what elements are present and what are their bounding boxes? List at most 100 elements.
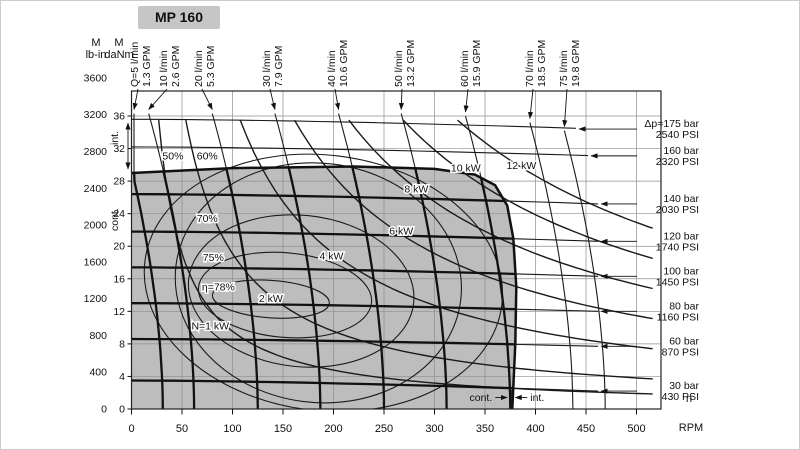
continuous-zone-curves [131, 123, 573, 410]
flow-line-heavy [530, 123, 573, 410]
curves-layer [131, 113, 653, 410]
y-tick-label-danm: 24 [113, 208, 125, 220]
flow-arrow [562, 88, 568, 128]
y-tick-label-lbin: 400 [89, 367, 107, 379]
y-axis-header-lbin: M lb-in [78, 37, 114, 61]
y-tick-label-lbin: 1600 [84, 256, 108, 268]
flow-label-lmin: 20 l/min [193, 50, 205, 87]
y-tick-label-danm: 4 [119, 371, 125, 383]
continuous-zone-boundary [131, 165, 518, 410]
efficiency-contour [143, 153, 504, 409]
pressure-line-heavy [131, 266, 517, 278]
flow-label-gpm: 2.6 GPM [170, 46, 182, 87]
efficiency-label: 70% [197, 213, 218, 225]
speed-cont-label: cont. [469, 392, 492, 404]
pressure-line [131, 146, 589, 157]
power-curve [457, 119, 653, 229]
speed-int-label: int. [530, 392, 544, 404]
pressure-label-psi: 2030 PSI [656, 204, 699, 216]
y-tick-label-danm: 32 [113, 143, 125, 155]
flow-arrow [527, 88, 534, 120]
pressure-line-heavy [131, 302, 517, 313]
flow-label-lmin: Q=5 l/min [129, 42, 141, 87]
x-tick-label: 150 [274, 423, 292, 435]
flow-line [529, 122, 574, 409]
flow-arrow [463, 88, 469, 113]
efficiency-contour [174, 162, 462, 404]
pressure-label-bar: 140 bar [663, 193, 699, 205]
flow-label-lmin: 30 l/min [261, 50, 273, 87]
y-tick-label-lbin: 800 [89, 330, 107, 342]
power-curve [185, 119, 653, 380]
efficiency-label: 50% [162, 150, 183, 162]
y-tick-label-danm: 36 [113, 110, 125, 122]
y-axis-unit-outer: lb-in [85, 49, 107, 61]
flow-label-gpm: 1.3 GPM [141, 46, 153, 87]
pressure-label-psi: 1740 PSI [656, 241, 699, 253]
efficiency-contour [187, 214, 415, 368]
power-curve [402, 119, 653, 260]
chart-labels: Q=5 l/min 1.3 GPM 10 l/min 2.6 GPM 20 l/min 5… [109, 40, 699, 405]
pressure-label-bar: Δp=175 bar [644, 118, 699, 130]
torque-int-label: int. [109, 131, 121, 145]
x-tick-label: 250 [375, 423, 393, 435]
efficiency-contour [197, 251, 373, 339]
pressure-line [131, 118, 576, 129]
x-axis-symbol: n [685, 393, 693, 405]
flow-line-heavy [273, 166, 322, 409]
pressure-label-psi: 1450 PSI [656, 276, 699, 288]
pressure-label-bar: 160 bar [663, 145, 699, 157]
x-tick-label: 400 [526, 423, 544, 435]
axes-layer: 0 50 100 150 200 250 300 350 400 450 5003632282420… [84, 72, 646, 435]
y-axis-symbol-inner: M [114, 37, 124, 49]
y-tick-label-lbin: 3200 [84, 109, 108, 121]
torque-cont-label: cont. [109, 208, 121, 231]
pressure-label-bar: 120 bar [663, 230, 699, 242]
power-label: N=1 kW [191, 320, 229, 332]
pressure-label-psi: 2320 PSI [656, 156, 699, 168]
flow-arrow [148, 88, 168, 110]
efficiency-label: 75% [203, 252, 224, 264]
power-label: 4 kW [320, 250, 344, 262]
y-tick-label-lbin: 2800 [84, 146, 108, 158]
y-tick-label-danm: 8 [119, 338, 125, 350]
pressure-label-psi: 870 PSI [662, 346, 699, 358]
flow-label-gpm: 15.9 GPM [471, 40, 483, 87]
flow-arrow [334, 88, 341, 111]
power-label: 8 kW [404, 184, 428, 196]
y-axis-symbol-outer: M [91, 37, 101, 49]
flow-line-heavy [464, 166, 512, 409]
flow-line-heavy [400, 166, 448, 409]
pressure-label-psi: 1160 PSI [657, 311, 699, 323]
plot-border [130, 90, 662, 410]
pressure-label-bar: 60 bar [669, 335, 699, 347]
x-tick-label: 350 [476, 423, 494, 435]
efficiency-label: 60% [197, 150, 218, 162]
y-tick-label-danm: 12 [113, 306, 125, 318]
flow-line-heavy [337, 166, 386, 409]
power-curve [158, 120, 653, 395]
flow-label-gpm: 19.8 GPM [570, 40, 582, 87]
flow-label-gpm: 10.6 GPM [338, 40, 350, 87]
chart-title: MP 160 [138, 6, 220, 29]
y-axis-unit-inner: daNm [104, 49, 134, 61]
flow-line-heavy [132, 166, 164, 409]
x-tick-label: 100 [223, 423, 241, 435]
x-tick-label: 300 [425, 423, 443, 435]
flow-arrow [269, 88, 276, 111]
pressure-label-psi: 2540 PSI [656, 129, 699, 141]
x-tick-label: 500 [627, 423, 645, 435]
flow-arrow [132, 88, 139, 111]
flow-line-heavy [211, 166, 259, 409]
pressure-line-heavy [131, 230, 517, 243]
flow-line [563, 130, 606, 409]
flow-label-lmin: 75 l/min [558, 50, 570, 87]
flow-label-lmin: 40 l/min [326, 50, 338, 87]
flow-label-gpm: 18.5 GPM [536, 40, 548, 87]
flow-label-gpm: 5.3 GPM [205, 46, 217, 87]
pressure-line-heavy [131, 337, 517, 348]
power-label: 12 kW [506, 160, 536, 172]
x-tick-label: 200 [324, 423, 342, 435]
